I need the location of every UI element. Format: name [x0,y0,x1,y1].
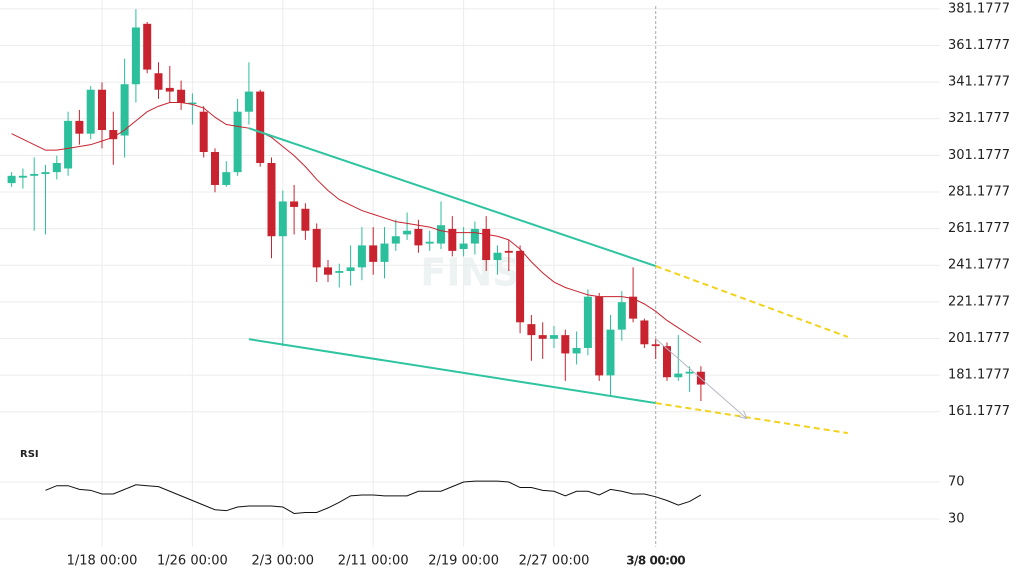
candle-body [391,236,400,244]
candle-body [629,296,638,319]
candle-body [143,23,152,70]
candle-body [267,162,276,237]
candle-body [98,89,106,131]
candle-body [493,252,502,261]
trendline [655,265,849,338]
x-tick-label: 1/18 00:00 [67,554,138,569]
candle-body [583,296,592,348]
crosshair-label: 3/8 00:00 [626,554,685,568]
candle-body [52,162,61,173]
candle-body [312,228,321,268]
candle-body [211,151,219,185]
candle-body [346,267,355,272]
candle-body [324,267,332,275]
candle-body [301,208,310,231]
candle-body [233,111,242,173]
candle-body [516,250,525,323]
y-tick-label: 201.1777 [948,331,1010,346]
candle-body [595,296,604,376]
candle-body [504,250,513,253]
ma-line [11,102,702,343]
y-tick-label: 261.1777 [948,221,1010,236]
y-tick-label: 161.1777 [948,404,1010,419]
watermark: FINS [420,251,519,295]
candle-body [572,347,581,354]
x-tick-label: 1/26 00:00 [157,554,228,569]
candle-body [470,228,479,244]
y-tick-label: 361.1777 [948,38,1010,53]
y-tick-label: 381.1777 [948,1,1010,16]
candle-body [18,175,27,178]
candle-body [120,84,129,136]
candle-body [131,27,140,85]
candle-body [561,335,570,354]
candle-body [335,271,344,273]
candle-body [7,175,16,184]
candle-body [448,228,457,251]
candle-body [606,329,615,376]
x-tick-label: 2/19 00:00 [428,554,499,569]
candle-body [199,111,208,152]
candle-body [538,335,547,339]
candle-body [278,201,287,237]
y-tick-label: 241.1777 [948,258,1010,273]
x-tick-label: 2/3 00:00 [252,554,315,569]
candle-body [617,302,626,330]
y-tick-label: 301.1777 [948,148,1010,163]
y-tick-label: 221.1777 [948,294,1010,309]
rsi-line [45,480,702,514]
candle-body [290,201,299,207]
candle-body [527,324,536,336]
candle-body [663,346,671,378]
candle-body [256,91,265,163]
trendline [248,127,657,268]
y-tick-label: 30 [948,512,965,527]
rsi-label: RSI [20,449,39,460]
candle-body [685,371,694,374]
x-tick-label: 2/11 00:00 [338,554,409,569]
y-tick-label: 321.1777 [948,111,1010,126]
candle-body [550,335,558,339]
candle-body [651,344,660,347]
candle-body [86,89,95,134]
candle-body [357,245,366,268]
candle-body [403,230,412,235]
candle-body [177,89,186,103]
candle-body [30,173,39,176]
candle-body [41,172,50,174]
y-tick-label: 341.1777 [948,75,1010,90]
candle-body [674,373,683,378]
candle-body [154,73,163,90]
candle-body [482,228,491,261]
y-tick-label: 281.1777 [948,184,1010,199]
candle-body [75,120,84,134]
candle-body [244,91,253,112]
candle-body [380,243,389,262]
candle-body [64,120,73,169]
candle-body [437,225,445,244]
candle-body [109,130,118,140]
candle-body [188,102,197,105]
candle-body [222,172,231,185]
y-tick-label: 181.1777 [948,368,1010,383]
candle-body [640,320,649,345]
candle-body [369,245,378,262]
candle-body [459,243,468,250]
candle-body [425,241,434,244]
trendline [655,338,746,418]
y-tick-label: 70 [948,475,965,490]
trendline [655,402,848,435]
trendline [248,338,656,405]
candle-body [165,87,174,92]
candle-body [414,228,423,246]
x-tick-label: 2/27 00:00 [519,554,590,569]
